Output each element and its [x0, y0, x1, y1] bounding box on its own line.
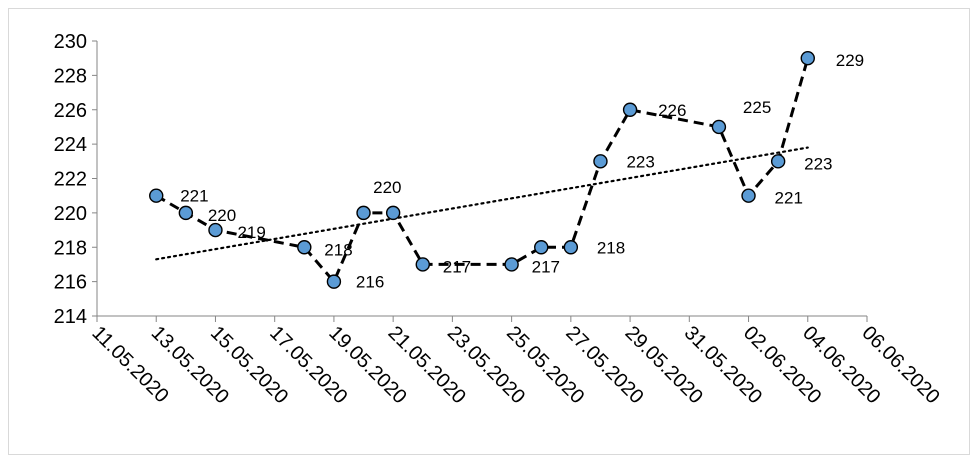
chart-area: [8, 8, 970, 455]
data-label: 218: [597, 238, 625, 257]
data-label: 226: [658, 101, 686, 120]
y-tick-label: 228: [54, 65, 87, 87]
series-line: [155, 57, 810, 284]
trendline: [155, 146, 809, 261]
data-label: 229: [836, 51, 864, 70]
y-tick-label: 222: [54, 169, 87, 191]
y-tick-label: 214: [54, 306, 87, 328]
data-label: 221: [180, 187, 208, 206]
data-point: [297, 240, 312, 255]
data-label: 225: [743, 98, 771, 117]
data-label: 223: [626, 152, 654, 171]
data-point: [208, 222, 223, 238]
data-label: 223: [804, 154, 832, 173]
data-label: 220: [208, 206, 236, 225]
data-point: [415, 257, 430, 272]
y-tick-label: 216: [54, 272, 87, 294]
data-point: [504, 257, 519, 272]
data-point: [711, 119, 727, 135]
data-point: [178, 205, 194, 221]
data-point: [622, 102, 638, 117]
y-tick-label: 224: [54, 134, 87, 156]
data-label: 221: [775, 189, 803, 208]
data-point: [534, 240, 549, 255]
data-point: [356, 205, 371, 221]
y-tick-label: 220: [54, 203, 87, 225]
data-label: 219: [237, 223, 265, 242]
data-label: 216: [356, 273, 384, 292]
data-label: 217: [532, 257, 560, 276]
data-point: [326, 274, 342, 289]
data-label: 218: [324, 240, 352, 259]
y-tick-label: 218: [54, 237, 87, 259]
data-label: 220: [373, 178, 401, 197]
data-point: [770, 154, 786, 169]
data-point: [593, 154, 608, 169]
y-tick-label: 226: [54, 100, 87, 122]
data-point: [800, 50, 815, 66]
y-tick-label: 230: [54, 31, 87, 53]
data-label: 217: [443, 257, 471, 276]
data-point: [149, 188, 164, 203]
data-point: [563, 240, 579, 255]
data-point: [385, 205, 401, 221]
data-point: [741, 188, 756, 203]
